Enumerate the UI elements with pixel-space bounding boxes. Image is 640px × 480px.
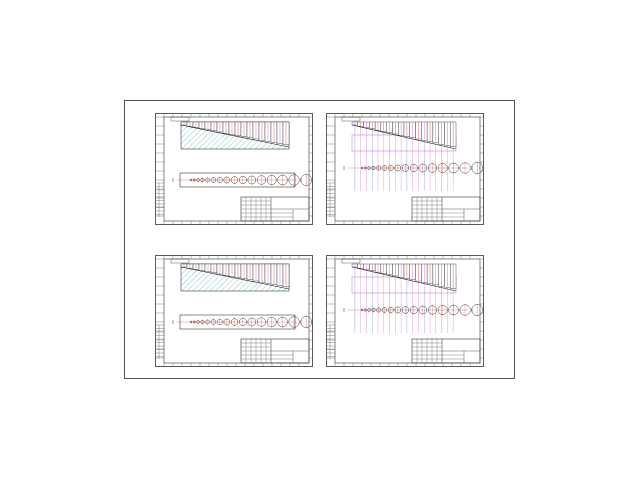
drawing-panel-4[interactable]	[326, 255, 484, 367]
circle-row	[177, 314, 313, 330]
sheet-outer-border	[326, 255, 484, 367]
sheet-outer-border	[155, 113, 313, 225]
sheet-label-box	[170, 258, 190, 264]
circle-row	[348, 161, 484, 175]
slope-line	[351, 124, 457, 150]
drawing-4-svg	[326, 255, 484, 367]
profile-figure	[180, 263, 290, 292]
revision-block	[327, 324, 335, 359]
revision-block	[156, 182, 164, 217]
sheet-inner-border	[334, 258, 481, 364]
drawing-2-svg	[326, 113, 484, 225]
revision-block	[156, 324, 164, 359]
sheet-outer-border	[155, 255, 313, 367]
slope-line	[180, 266, 290, 290]
sheet-label-box	[170, 116, 190, 122]
title-block	[411, 338, 481, 364]
title-block	[411, 196, 481, 222]
layout-sheet	[124, 100, 515, 379]
drawing-panel-3[interactable]	[155, 255, 313, 367]
slope-line	[351, 266, 457, 292]
profile-figure	[180, 121, 290, 150]
circle-row	[348, 303, 484, 317]
sheet-label-box	[341, 116, 361, 122]
sheet-inner-border	[334, 116, 481, 222]
sheet-inner-border	[163, 258, 310, 364]
drawing-3-svg	[155, 255, 313, 367]
drawing-panel-2[interactable]	[326, 113, 484, 225]
sheet-inner-border	[163, 116, 310, 222]
title-block	[240, 338, 310, 364]
revision-block	[327, 182, 335, 217]
circle-row	[177, 172, 313, 188]
slope-line	[180, 124, 290, 148]
profile-figure	[351, 121, 457, 191]
sheet-outer-border	[326, 113, 484, 225]
sheet-label-box	[341, 258, 361, 264]
drawing-panel-1[interactable]	[155, 113, 313, 225]
title-block	[240, 196, 310, 222]
profile-figure	[351, 263, 457, 333]
drawing-1-svg	[155, 113, 313, 225]
